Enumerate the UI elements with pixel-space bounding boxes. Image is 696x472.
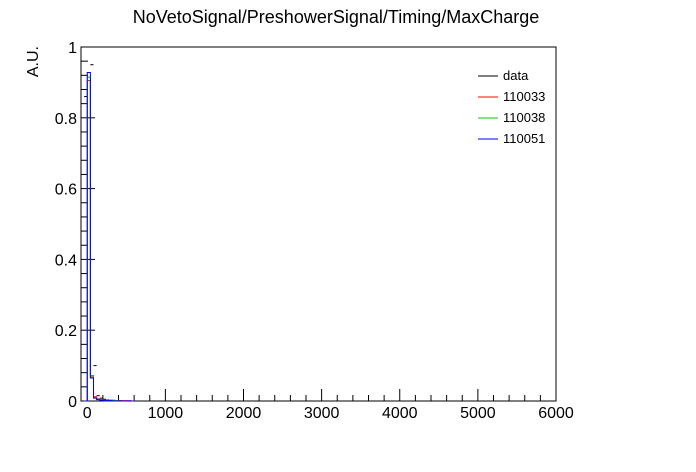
chart-title: NoVetoSignal/PreshowerSignal/Timing/MaxC… xyxy=(133,7,540,27)
y-tick-label: 0.2 xyxy=(55,323,77,340)
series-line xyxy=(84,71,135,402)
series-110033 xyxy=(84,80,135,402)
y-tick-label: 1 xyxy=(68,40,77,57)
series-line xyxy=(84,76,135,402)
legend-label: 110051 xyxy=(503,131,545,146)
legend-item: 110033 xyxy=(478,89,545,104)
x-tick-label: 1000 xyxy=(148,405,184,422)
x-tick-label: 3000 xyxy=(304,405,340,422)
x-tick-label: 6000 xyxy=(538,405,574,422)
legend-label: data xyxy=(503,68,529,83)
series-110038 xyxy=(84,76,135,402)
y-tick-label: 0 xyxy=(68,394,77,411)
legend-label: 110033 xyxy=(503,89,545,104)
series-line xyxy=(84,80,135,402)
legend-item: data xyxy=(478,68,529,83)
x-tick-label: 2000 xyxy=(226,405,262,422)
x-tick-label: 0 xyxy=(83,405,92,422)
legend: data 110033 110038 110051 xyxy=(478,68,545,146)
legend-item: 110038 xyxy=(478,110,545,125)
y-tick-label: 0.6 xyxy=(55,182,77,199)
plot-frame xyxy=(80,46,557,402)
x-tick-label: 4000 xyxy=(382,405,418,422)
x-axis: 0 1000 2000 3000 4000 5000 6000 xyxy=(83,389,574,422)
y-tick-label: 0.8 xyxy=(55,111,77,128)
series-layer xyxy=(84,46,135,402)
x-tick-label: 5000 xyxy=(460,405,496,422)
y-tick-label: 0.4 xyxy=(55,252,77,269)
series-110051 xyxy=(84,71,135,402)
legend-label: 110038 xyxy=(503,110,545,125)
y-axis-label: A.U. xyxy=(25,46,42,77)
y-axis: 0 0.2 0.4 0.6 0.8 1 xyxy=(55,40,95,411)
legend-item: 110051 xyxy=(478,131,545,146)
series-data xyxy=(84,46,122,402)
